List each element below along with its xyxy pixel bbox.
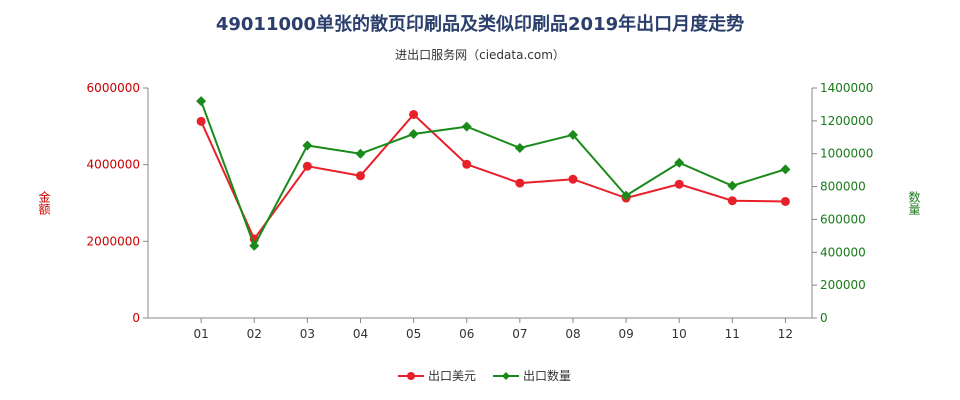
series-1-point (462, 159, 472, 169)
series-1-point (674, 179, 684, 189)
series-2-point (196, 96, 207, 107)
chart-title: 49011000单张的散页印刷品及类似印刷品2019年出口月度走势 (215, 14, 745, 35)
legend-marker-1 (407, 372, 415, 380)
x-tick-label: 10 (672, 327, 687, 341)
x-tick-label: 06 (459, 327, 474, 341)
series-layer (196, 96, 791, 251)
y-left-axis-label: 金额 (37, 190, 51, 216)
x-tick-label: 08 (565, 327, 580, 341)
series-1-point (515, 178, 525, 188)
y-right-tick-label: 0 (820, 311, 828, 325)
series-1-point (302, 161, 312, 171)
series-line-2 (200, 100, 786, 249)
y-right-axis-label: 数量 (907, 190, 921, 215)
y-left-tick-label: 2000000 (87, 234, 140, 248)
x-tick-label: 02 (247, 327, 262, 341)
series-2-point (567, 129, 578, 140)
series-1-point (727, 196, 737, 206)
series-1-point (196, 116, 206, 126)
series-1-point (780, 196, 790, 206)
y-right-tick-label: 1400000 (820, 81, 873, 95)
series-2-point (249, 240, 260, 251)
series-2-point (674, 157, 685, 168)
series-2-point (302, 140, 313, 151)
y-right-tick-label: 400000 (820, 245, 866, 259)
x-tick-label: 04 (353, 327, 368, 341)
chart-subtitle: 进出口服务网（ciedata.com） (395, 48, 565, 62)
x-tick-label: 05 (406, 327, 421, 341)
series-1-point (409, 109, 419, 119)
x-tick-label: 01 (193, 327, 208, 341)
x-tick-label: 09 (618, 327, 633, 341)
x-tick-label: 03 (300, 327, 315, 341)
series-2-point (461, 121, 472, 132)
legend-label-2: 出口数量 (523, 368, 571, 383)
x-tick-label: 07 (512, 327, 527, 341)
series-2-point (780, 164, 791, 175)
series-2-point (408, 129, 419, 139)
y-left-tick-label: 4000000 (87, 158, 140, 172)
legend: 出口美元 出口数量 (398, 368, 571, 383)
series-1-point (568, 174, 578, 184)
series-1-point (355, 171, 365, 181)
y-right-tick-label: 200000 (820, 278, 866, 292)
y-right-tick-label: 1200000 (820, 114, 873, 128)
series-line-1 (200, 113, 786, 242)
series-2-point (514, 142, 525, 153)
x-tick-label: 11 (725, 327, 740, 341)
series-2-point (727, 180, 738, 191)
legend-marker-2 (502, 372, 510, 380)
series-2-point (621, 190, 632, 201)
x-tick-label: 12 (778, 327, 793, 341)
y-right-tick-label: 600000 (820, 212, 866, 226)
y-left-tick-label: 0 (132, 311, 140, 325)
y-left-tick-label: 6000000 (87, 81, 140, 95)
ticks-layer: 0 2000000 4000000 6000000 0 200000 400000 60000… (87, 81, 874, 341)
y-right-tick-label: 800000 (820, 180, 866, 194)
legend-label-1: 出口美元 (428, 369, 476, 383)
series-2-point (355, 148, 366, 159)
y-right-tick-label: 1000000 (820, 147, 873, 161)
axes-layer: 金额 数量 (37, 88, 921, 319)
